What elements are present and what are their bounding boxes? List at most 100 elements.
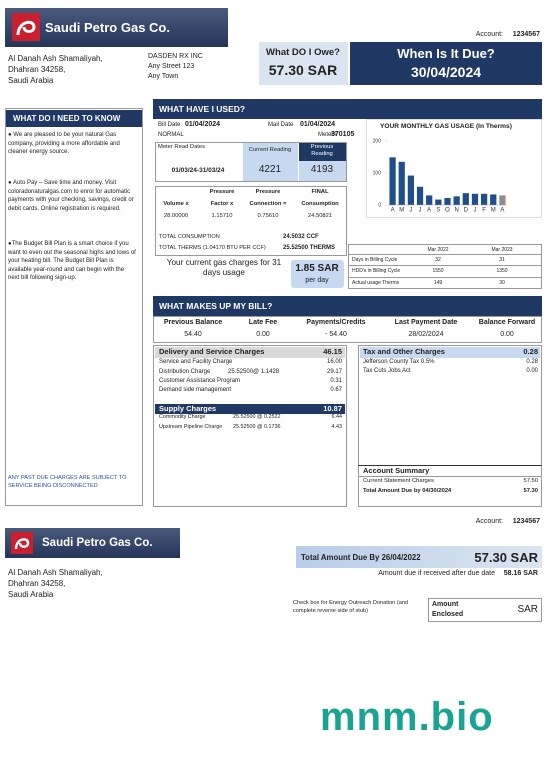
company: Saudi Petro Gas Co. <box>42 537 153 549</box>
rows: 149 <box>433 280 443 286</box>
summary-values: 28/02/2024 <box>408 331 444 338</box>
due-box <box>350 42 542 85</box>
due-label: When Is It Due? <box>397 46 495 61</box>
total: 0.28 <box>523 347 538 356</box>
total-consumption: 24.5032 CCF <box>283 234 319 240</box>
items: 25.52500 @ 0.1736 <box>233 424 281 430</box>
current-reading-label: Current Reading <box>248 147 292 153</box>
x-tick-label: O <box>445 208 450 214</box>
read-dates-label: Meter Read Dates <box>158 144 206 150</box>
address: Al Danah Ash Shamaliyah, <box>8 568 103 577</box>
current-cell <box>243 143 298 181</box>
previous-reading-label: Previous Reading <box>310 144 334 157</box>
items: Commodity Charge <box>159 414 206 420</box>
header-top: Pressure <box>209 189 235 195</box>
rows: 57.30 <box>523 488 538 494</box>
row-line <box>348 277 542 278</box>
owe-box <box>259 42 348 85</box>
summary-line <box>358 465 542 466</box>
bill-header <box>153 296 542 316</box>
rows: 31 <box>499 257 505 263</box>
title: WHAT MAKES UP MY BILL? <box>159 301 273 311</box>
bar <box>499 195 506 205</box>
supply-title-bar <box>155 404 345 414</box>
items: 16.00 <box>326 359 342 365</box>
bar <box>481 193 488 205</box>
customer-address: Dhahran 34258, <box>8 65 66 74</box>
items: 4.43 <box>331 424 343 430</box>
sidebar-box <box>5 108 143 506</box>
calc-box <box>155 186 347 256</box>
logo-icon <box>11 532 33 554</box>
title: Supply Charges <box>159 404 217 413</box>
stub-logo-banner <box>5 528 180 558</box>
account-label: Account: <box>475 518 503 525</box>
items: Upstream Pipeline Charge <box>159 424 223 430</box>
total-therms: 25.52500 THERMS <box>283 245 336 251</box>
bar <box>389 157 396 205</box>
current-reading: 4221 <box>258 164 282 175</box>
total-due-box <box>296 546 542 568</box>
title: WHAT HAVE I USED? <box>159 104 246 114</box>
bar <box>426 195 433 205</box>
total: 10.87 <box>323 404 342 413</box>
paragraphs: ●The Budget Bill Plan is a smart choice … <box>8 241 136 282</box>
x-tick-label: A <box>391 208 395 214</box>
title: Tax and Other Charges <box>363 347 445 356</box>
meter-number: 370105 <box>331 131 355 138</box>
meter-label: Meter# <box>318 132 337 138</box>
account-label: Account: <box>475 31 503 38</box>
bill-date-label: Bill Date <box>158 122 181 128</box>
items: 0.67 <box>330 387 342 393</box>
bar <box>471 193 479 205</box>
header-top: Pressure <box>255 189 281 195</box>
rows: 30 <box>499 280 505 286</box>
columns: Mar 2023 <box>491 247 513 253</box>
values: 0.75610 <box>257 213 279 219</box>
watermark: mnm.bio <box>320 695 494 739</box>
items: 25.52500@ 1.1428 <box>228 369 280 375</box>
paragraphs: ● We are pleased to be your natural Gas … <box>8 132 120 156</box>
items: Jefferson County Tax 0.5% <box>363 359 435 365</box>
header: Factor x <box>210 201 234 207</box>
due-date: 30/04/2024 <box>410 64 482 80</box>
total: 46.15 <box>323 347 342 356</box>
donation-text: Check box for Energy Outreach Donation (… <box>293 600 409 614</box>
delivery-box <box>153 345 347 507</box>
delivery-title-bar <box>155 347 345 358</box>
daily-amount: 1.85 SAR <box>295 263 339 274</box>
y-tick-label: 0 <box>378 202 381 208</box>
total-due: 57.30 SAR <box>474 550 538 565</box>
y-tick-label: 200 <box>373 138 382 144</box>
rows: HDD's in Billing Cycle <box>352 268 401 274</box>
summary-line <box>358 476 542 477</box>
x-tick-label: S <box>436 208 440 214</box>
x-tick-label: J <box>419 208 422 214</box>
summary-headers: Payments/Credits <box>306 319 366 326</box>
x-tick-label: A <box>500 208 504 214</box>
summary-values: 54.40 <box>184 331 202 338</box>
total-due-label: Total Amount Due By 26/04/2022 <box>301 553 421 562</box>
title: WHAT DO I NEED TO KNOW <box>13 114 121 123</box>
row-line <box>348 254 542 255</box>
rows: Current Statement Charges <box>363 478 434 484</box>
owe-label: What DO I Owe? <box>266 47 340 58</box>
tax-title-bar <box>360 347 540 358</box>
read-dates: 01/03/24-31/03/24 <box>171 167 225 174</box>
summary-values: 0.00 <box>500 331 514 338</box>
x-tick-label: M <box>491 208 496 214</box>
items: 0.31 <box>330 378 342 384</box>
bill-date: 01/04/2024 <box>185 121 221 128</box>
comparison-box <box>348 244 542 289</box>
late-label: Amount due if received after due date <box>378 570 495 577</box>
address: Dhahran 34258, <box>8 579 66 588</box>
chart-title: YOUR MONTHLY GAS USAGE (In Therms) <box>380 123 512 130</box>
title: Account Summary <box>363 466 430 475</box>
summary-headers: Last Payment Date <box>394 319 458 326</box>
x-tick-label: F <box>482 208 486 214</box>
items: Demand side management <box>159 387 232 393</box>
tax-box <box>358 345 542 507</box>
paragraphs: ● Auto Pay – Save time and money. Visit … <box>8 180 134 212</box>
